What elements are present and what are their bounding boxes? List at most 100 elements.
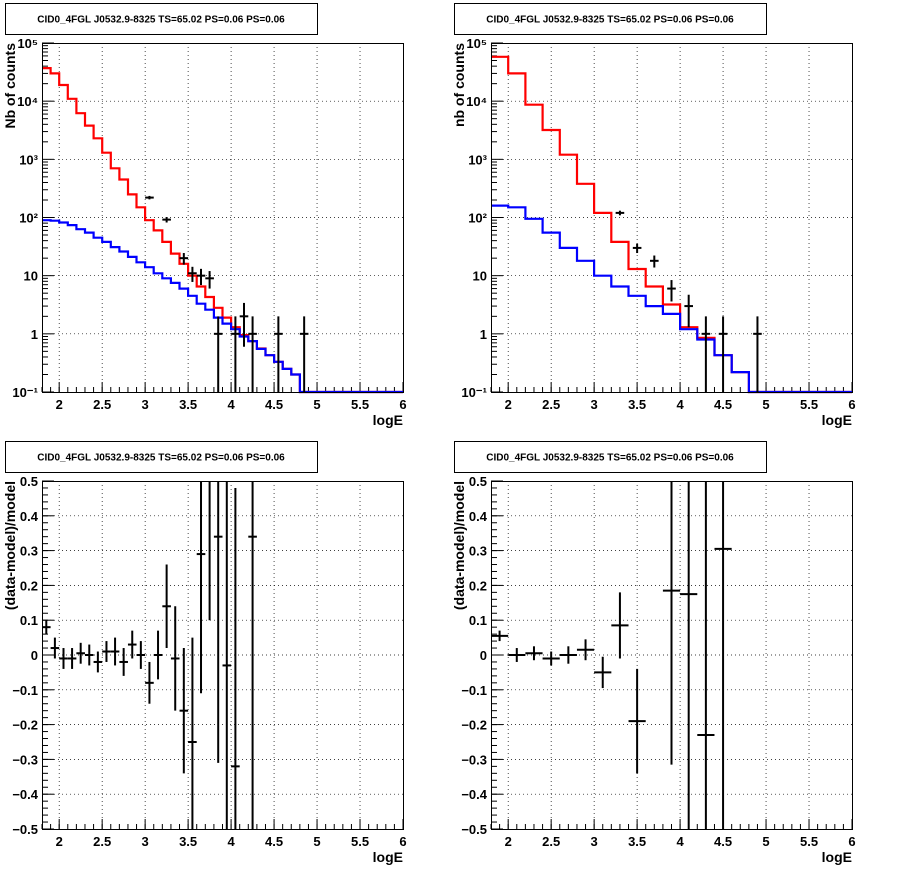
x-tick-label: 4.5 (714, 834, 732, 849)
data-point (102, 641, 111, 662)
data-point (222, 481, 232, 829)
data-point (231, 316, 240, 392)
chart-title: CID0_4FGL J0532.9-8325 TS=65.02 PS=0.06 … (37, 453, 285, 464)
data-point (162, 564, 171, 649)
x-tick-label: 2 (505, 397, 512, 412)
x-tick-label: 3.5 (179, 397, 197, 412)
y-tick-label: −0.2 (12, 718, 38, 733)
y-tick-label: 10⁵ (17, 36, 38, 51)
data-point (213, 481, 223, 763)
y-tick-label: 0 (480, 648, 487, 663)
data-point (231, 487, 240, 829)
x-tick-label: 5 (313, 397, 320, 412)
data-point (93, 651, 103, 673)
data-point (248, 481, 257, 829)
data-point (84, 644, 94, 666)
data-point (718, 316, 728, 392)
y-tick-label: −0.5 (461, 822, 487, 837)
data-point (615, 210, 625, 216)
x-tick-label: 4 (227, 834, 235, 849)
y-tick-label: −0.1 (12, 683, 38, 698)
x-tick-label: 5.5 (351, 397, 369, 412)
y-tick-label: 1 (480, 327, 487, 342)
y-tick-label: 10³ (468, 152, 487, 167)
data-point (170, 606, 180, 711)
plot-frame (42, 481, 404, 830)
x-tick-label: 4 (227, 397, 235, 412)
data-point (491, 630, 509, 642)
y-tick-label: 10⁴ (17, 94, 38, 109)
y-tick-label: 10³ (19, 152, 38, 167)
x-tick-label: 5.5 (351, 834, 369, 849)
data-point (42, 620, 51, 635)
chart-panel-bottom-right: CID0_4FGL J0532.9-8325 TS=65.02 PS=0.06 … (451, 441, 856, 865)
x-tick-label: 2 (505, 834, 512, 849)
chart-title: CID0_4FGL J0532.9-8325 TS=65.02 PS=0.06 … (486, 15, 734, 26)
x-axis-title: logE (822, 849, 852, 865)
y-tick-label: −0.3 (461, 752, 487, 767)
y-tick-label: 0.2 (20, 578, 38, 593)
chart-panel-top-right: CID0_4FGL J0532.9-8325 TS=65.02 PS=0.06 … (451, 3, 856, 428)
data-point (248, 316, 257, 392)
x-tick-label: 2 (56, 397, 63, 412)
data-point (67, 648, 77, 669)
y-tick-label: 10 (473, 269, 487, 284)
data-point (205, 271, 214, 289)
x-tick-label: 3 (591, 834, 598, 849)
x-tick-label: 5 (762, 397, 769, 412)
y-axis-title: Nb of counts (2, 43, 18, 129)
data-point (50, 637, 60, 659)
y-tick-label: 1 (31, 327, 38, 342)
data-point (542, 651, 560, 666)
chart-title: CID0_4FGL J0532.9-8325 TS=65.02 PS=0.06 … (486, 453, 734, 464)
data-point (136, 641, 146, 669)
data-point (299, 316, 309, 392)
y-tick-label: 10⁵ (466, 36, 487, 51)
data-point (508, 648, 526, 662)
x-tick-label: 3.5 (628, 397, 646, 412)
x-tick-label: 6 (848, 397, 855, 412)
y-tick-label: −0.3 (12, 752, 38, 767)
x-tick-label: 2.5 (93, 397, 111, 412)
x-tick-label: 5.5 (800, 397, 818, 412)
y-axis-title: nb of counts (451, 43, 467, 127)
x-tick-label: 4.5 (265, 834, 283, 849)
x-tick-label: 4 (676, 834, 684, 849)
title-box (454, 441, 767, 473)
x-tick-label: 5.5 (800, 834, 818, 849)
y-tick-label: 10 (24, 269, 38, 284)
y-tick-label: −0.4 (461, 787, 487, 802)
y-tick-label: −0.1 (461, 683, 487, 698)
data-point (714, 481, 732, 829)
title-box (5, 3, 318, 35)
y-tick-label: 10² (468, 211, 487, 226)
y-tick-label: 0.2 (469, 578, 487, 593)
x-tick-label: 6 (399, 397, 406, 412)
y-tick-label: 0.3 (20, 544, 38, 559)
data-point (110, 637, 120, 666)
data-point (188, 637, 197, 829)
data-point (628, 668, 646, 774)
y-tick-label: 0.4 (20, 509, 39, 524)
y-tick-label: 10² (19, 211, 38, 226)
x-tick-label: 6 (848, 834, 855, 849)
data-point (196, 268, 206, 286)
x-tick-label: 5 (313, 834, 320, 849)
data-point (153, 630, 163, 680)
data-point (76, 642, 85, 664)
plot-frame (42, 43, 404, 393)
y-tick-label: 10⁻¹ (461, 385, 487, 400)
y-tick-label: 0.5 (20, 474, 38, 489)
data-point (632, 243, 642, 254)
plot-frame (491, 43, 853, 393)
x-tick-label: 6 (399, 834, 406, 849)
x-tick-label: 2.5 (542, 397, 560, 412)
data-point (684, 294, 693, 328)
model-step-line (491, 55, 852, 394)
x-axis-title: logE (373, 849, 403, 865)
data-point (213, 316, 223, 392)
y-axis-title: (data-model)/model (451, 481, 467, 610)
data-point (127, 630, 137, 659)
chart-panel-top-left: CID0_4FGL J0532.9-8325 TS=65.02 PS=0.06 … (2, 3, 407, 428)
data-point (179, 648, 189, 774)
